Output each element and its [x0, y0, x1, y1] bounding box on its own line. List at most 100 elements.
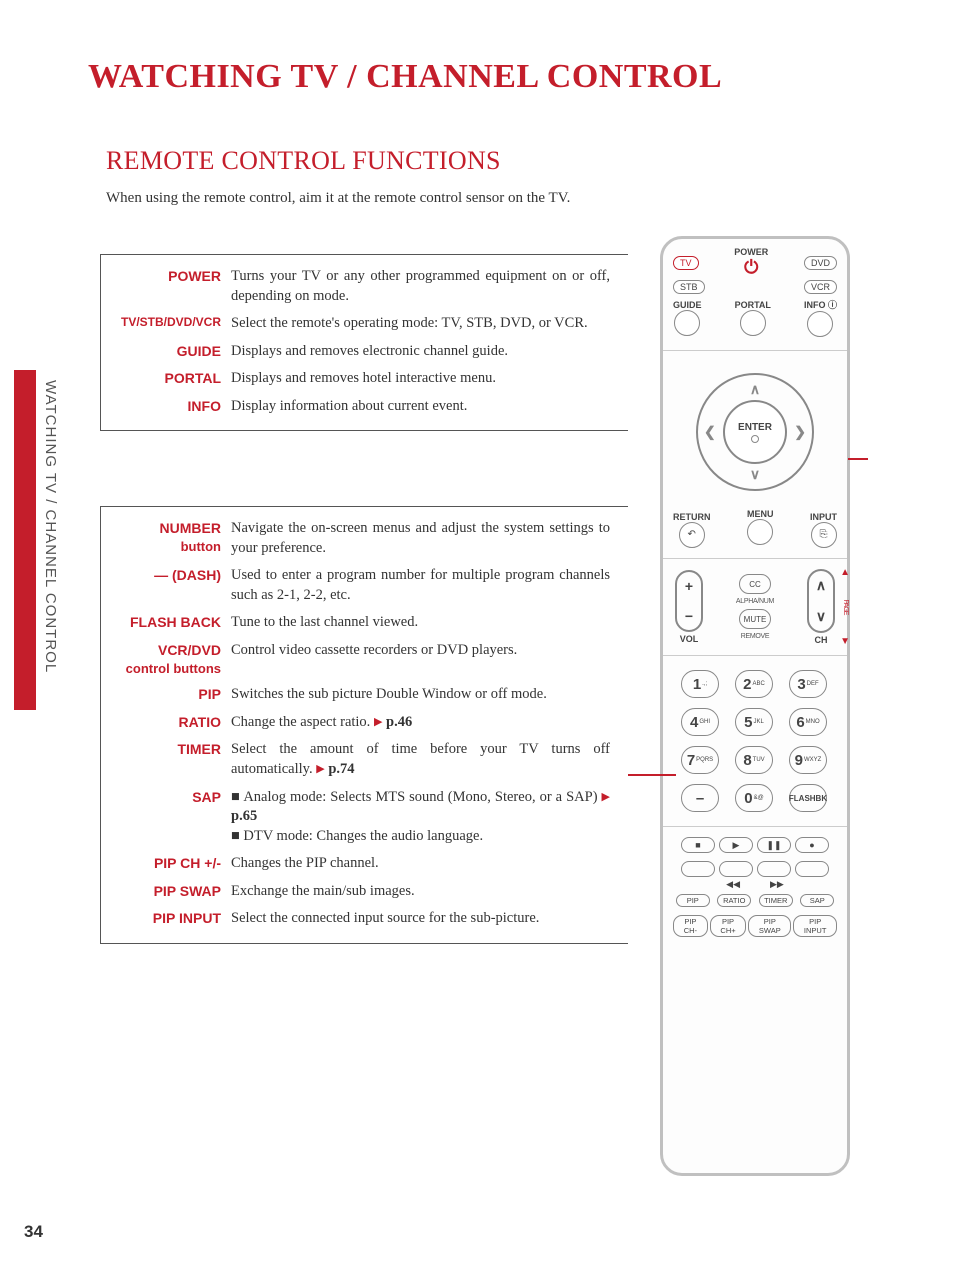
- mute-button[interactable]: MUTE: [739, 609, 771, 629]
- transport-key-2[interactable]: ❚❚: [757, 837, 791, 853]
- desc-ratio: Change the aspect ratio. ▶ p.46: [231, 713, 620, 733]
- section-title: REMOTE CONTROL FUNCTIONS: [106, 146, 501, 176]
- side-section-label: WATCHING TV / CHANNEL CONTROL: [42, 380, 59, 673]
- numpad-9[interactable]: 9WXYZ: [789, 746, 827, 774]
- menu-button[interactable]: [747, 519, 773, 545]
- info-label: INFO ⓘ: [804, 298, 837, 311]
- desc-pipch: Changes the PIP channel.: [231, 854, 620, 874]
- down-arrow-icon[interactable]: ∨: [750, 466, 760, 483]
- pip2-0[interactable]: PIP CH-: [673, 915, 708, 937]
- label-modes: TV/STB/DVD/VCR: [101, 314, 231, 334]
- numpad-7[interactable]: 7PQRS: [681, 746, 719, 774]
- pip-sap[interactable]: SAP: [800, 894, 834, 907]
- numpad-4[interactable]: 4GHI: [681, 708, 719, 736]
- numpad-dash[interactable]: –: [681, 784, 719, 812]
- right-arrow-icon[interactable]: ❯: [794, 424, 806, 441]
- dvd-mode-button[interactable]: DVD: [804, 256, 837, 270]
- label-sap: SAP: [101, 788, 231, 847]
- enter-dot-icon: [751, 435, 759, 443]
- portal-button[interactable]: [740, 310, 766, 336]
- desc-timer: Select the amount of time before your TV…: [231, 740, 620, 779]
- left-arrow-icon[interactable]: ❮: [704, 424, 716, 441]
- numpad-1[interactable]: 1.,;: [681, 670, 719, 698]
- desc-pip: Switches the sub picture Double Window o…: [231, 685, 620, 705]
- transport-blank-2[interactable]: [719, 861, 753, 877]
- label-dash: — (DASH): [101, 566, 231, 605]
- info-button[interactable]: [807, 311, 833, 337]
- power-button[interactable]: ⏻: [734, 257, 768, 278]
- cc-button[interactable]: CC: [739, 574, 771, 594]
- transport-blank-4[interactable]: [795, 861, 829, 877]
- transport-key-0[interactable]: ■: [681, 837, 715, 853]
- stb-mode-button[interactable]: STB: [673, 280, 705, 294]
- label-pipswap: PIP SWAP: [101, 882, 231, 902]
- label-flashback: FLASH BACK: [101, 613, 231, 633]
- guide-button[interactable]: [674, 310, 700, 336]
- return-label: RETURN: [673, 512, 711, 522]
- tv-mode-button[interactable]: TV: [673, 256, 699, 270]
- desc-dash: Used to enter a program number for multi…: [231, 566, 620, 605]
- label-number: NUMBERbutton: [101, 519, 231, 558]
- pip-pip[interactable]: PIP: [676, 894, 710, 907]
- ch-label: CH: [807, 635, 835, 645]
- forward-icon: ▶▶: [770, 879, 784, 890]
- label-ratio: RATIO: [101, 713, 231, 733]
- pip-row-1: PIP RATIO TIMER SAP: [671, 890, 839, 911]
- enter-button[interactable]: ENTER: [723, 400, 787, 464]
- page-title: WATCHING TV / CHANNEL CONTROL: [88, 58, 722, 96]
- pip2-2[interactable]: PIP SWAP: [748, 915, 791, 937]
- desc-info: Display information about current event.: [231, 397, 620, 417]
- remote-illustration: TV POWER ⏻ DVD STB VCR GUIDE PORTAL INFO…: [660, 236, 850, 1176]
- label-pip: PIP: [101, 685, 231, 705]
- desc-pipswap: Exchange the main/sub images.: [231, 882, 620, 902]
- pip2-3[interactable]: PIP INPUT: [793, 915, 837, 937]
- label-pipinput: PIP INPUT: [101, 909, 231, 929]
- page-number: 34: [24, 1222, 43, 1242]
- desc-portal: Displays and removes hotel interactive m…: [231, 369, 620, 389]
- numpad-0[interactable]: 0&@: [735, 784, 773, 812]
- desc-sap: ■ Analog mode: Selects MTS sound (Mono, …: [231, 788, 620, 847]
- numpad-FLASHBK[interactable]: FLASHBK: [789, 784, 827, 812]
- callout-line-2: [848, 458, 868, 460]
- desc-pipinput: Select the connected input source for th…: [231, 909, 620, 929]
- volume-rocker[interactable]: +−: [675, 570, 703, 632]
- dpad[interactable]: ∧ ∨ ❮ ❯ ENTER: [696, 373, 814, 491]
- section-description: When using the remote control, aim it at…: [106, 190, 570, 207]
- pip-ratio[interactable]: RATIO: [717, 894, 751, 907]
- pip2-1[interactable]: PIP CH+: [710, 915, 747, 937]
- label-portal: PORTAL: [101, 369, 231, 389]
- transport-row: ■▶❚❚●: [671, 833, 839, 853]
- page-down-arrow-icon: ▼: [840, 636, 850, 647]
- desc-modes: Select the remote's operating mode: TV, …: [231, 314, 620, 334]
- vcr-mode-button[interactable]: VCR: [804, 280, 837, 294]
- desc-power: Turns your TV or any other programmed eq…: [231, 267, 620, 306]
- remove-label: REMOVE: [741, 633, 770, 640]
- channel-rocker[interactable]: ∧∨: [807, 569, 835, 633]
- transport-blank-3[interactable]: [757, 861, 791, 877]
- numpad-8[interactable]: 8TUV: [735, 746, 773, 774]
- definitions-block-1: POWERTurns your TV or any other programm…: [100, 254, 628, 431]
- page-label: PAGE: [842, 600, 849, 615]
- numpad-3[interactable]: 3DEF: [789, 670, 827, 698]
- desc-flashback: Tune to the last channel viewed.: [231, 613, 620, 633]
- numpad-6[interactable]: 6MNO: [789, 708, 827, 736]
- up-arrow-icon[interactable]: ∧: [750, 381, 760, 398]
- power-label: POWER: [734, 247, 768, 257]
- pip-timer[interactable]: TIMER: [759, 894, 793, 907]
- side-tab: [14, 370, 36, 710]
- vol-label: VOL: [675, 634, 703, 644]
- transport-key-1[interactable]: ▶: [719, 837, 753, 853]
- return-button[interactable]: ↶: [679, 522, 705, 548]
- desc-number: Navigate the on-screen menus and adjust …: [231, 519, 620, 558]
- label-timer: TIMER: [101, 740, 231, 779]
- rewind-icon: ◀◀: [726, 879, 740, 890]
- numpad-2[interactable]: 2ABC: [735, 670, 773, 698]
- input-button[interactable]: ⎘: [811, 522, 837, 548]
- label-info: INFO: [101, 397, 231, 417]
- menu-label: MENU: [747, 509, 774, 519]
- input-label: INPUT: [810, 512, 837, 522]
- transport-key-3[interactable]: ●: [795, 837, 829, 853]
- numpad-5[interactable]: 5JKL: [735, 708, 773, 736]
- transport-blank-1[interactable]: [681, 861, 715, 877]
- label-pipch: PIP CH +/-: [101, 854, 231, 874]
